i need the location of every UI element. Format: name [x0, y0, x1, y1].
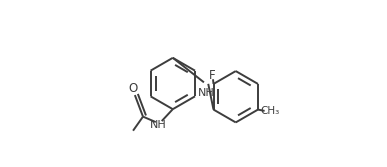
- Text: NH: NH: [198, 89, 215, 98]
- Text: CH₃: CH₃: [260, 106, 279, 116]
- Text: F: F: [209, 69, 216, 82]
- Text: O: O: [128, 82, 138, 95]
- Text: NH: NH: [150, 120, 167, 130]
